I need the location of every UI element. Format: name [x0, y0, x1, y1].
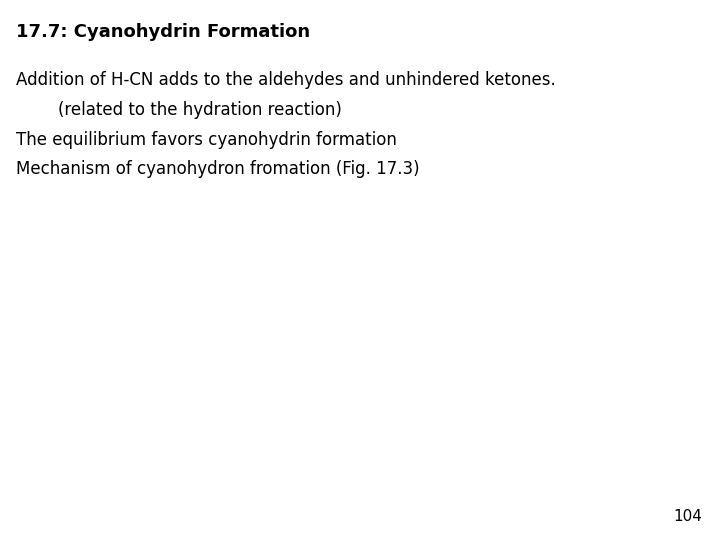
Text: 17.7: Cyanohydrin Formation: 17.7: Cyanohydrin Formation — [16, 23, 310, 40]
Text: (related to the hydration reaction): (related to the hydration reaction) — [16, 101, 342, 119]
Text: The equilibrium favors cyanohydrin formation: The equilibrium favors cyanohydrin forma… — [16, 131, 397, 149]
Text: Addition of H-CN adds to the aldehydes and unhindered ketones.: Addition of H-CN adds to the aldehydes a… — [16, 71, 556, 89]
Text: Mechanism of cyanohydron fromation (Fig. 17.3): Mechanism of cyanohydron fromation (Fig.… — [16, 160, 420, 178]
Text: 104: 104 — [673, 509, 702, 524]
